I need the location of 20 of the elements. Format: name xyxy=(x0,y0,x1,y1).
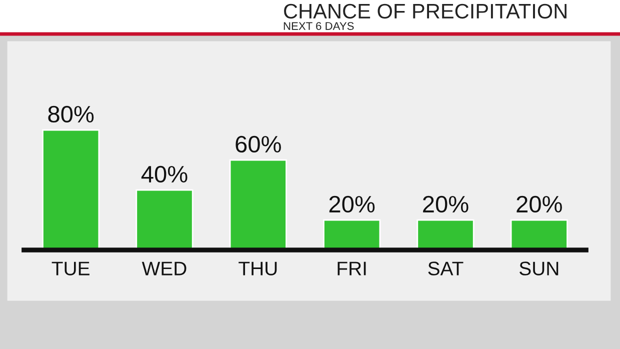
x-tick-label: SAT xyxy=(428,262,464,276)
data-label: 60% xyxy=(236,136,281,153)
x-tick-label: TUE xyxy=(52,262,90,276)
data-label: 20% xyxy=(423,196,468,213)
x-tick-label: THU xyxy=(238,262,277,276)
data-label: 20% xyxy=(516,196,562,213)
chart-subtitle: NEXT 6 DAYS xyxy=(284,22,354,30)
chart-title: CHANCE OF PRECIPITATION xyxy=(284,4,566,19)
data-label: 80% xyxy=(48,106,94,123)
bar xyxy=(136,189,194,250)
bar xyxy=(229,159,287,250)
data-label: 40% xyxy=(141,166,188,183)
x-tick-label: FRI xyxy=(338,262,366,276)
bar xyxy=(323,219,381,250)
bar xyxy=(510,219,568,250)
bar xyxy=(416,219,474,250)
bar xyxy=(42,129,100,250)
data-label: 20% xyxy=(329,196,375,213)
x-tick-label: SUN xyxy=(520,262,558,276)
x-tick-label: WED xyxy=(142,262,186,276)
